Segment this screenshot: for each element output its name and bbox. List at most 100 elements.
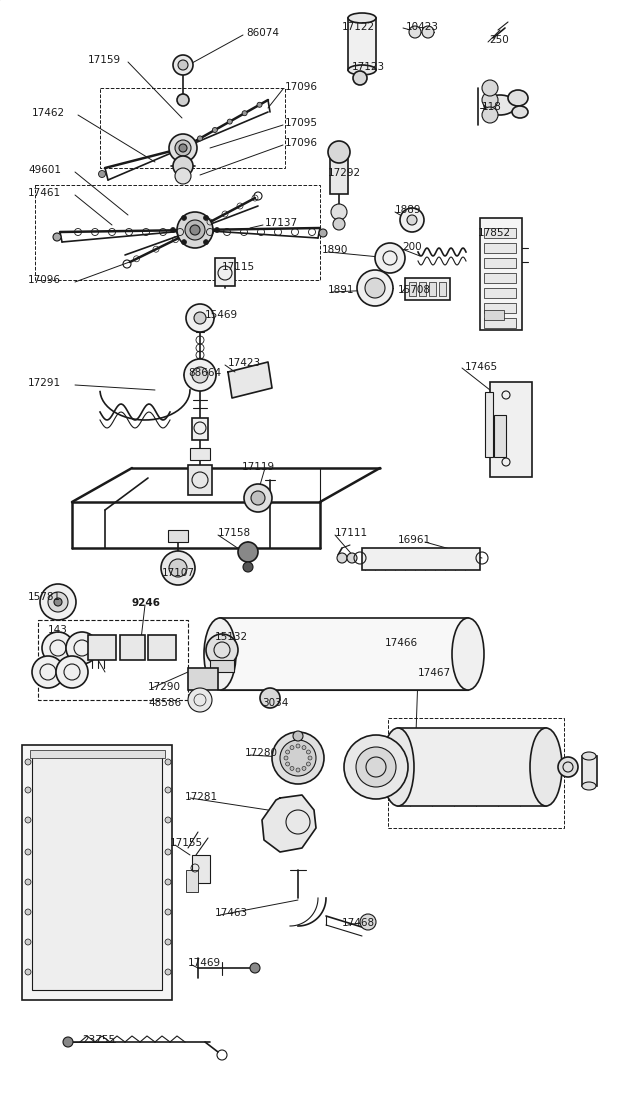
Circle shape — [302, 767, 306, 770]
Text: 3034: 3034 — [262, 698, 288, 708]
Circle shape — [284, 756, 288, 760]
Bar — [484, 310, 504, 320]
Circle shape — [243, 562, 253, 572]
Text: 17468: 17468 — [342, 918, 375, 928]
Circle shape — [251, 491, 265, 505]
Circle shape — [32, 656, 64, 688]
Circle shape — [400, 208, 424, 232]
Ellipse shape — [348, 65, 376, 75]
Circle shape — [165, 849, 171, 855]
Bar — [409, 282, 416, 296]
Text: 17461: 17461 — [28, 188, 61, 198]
Text: 17096: 17096 — [285, 82, 318, 92]
Circle shape — [25, 849, 31, 855]
Circle shape — [296, 744, 300, 748]
Text: 17465: 17465 — [465, 362, 498, 372]
Bar — [330, 152, 348, 194]
Text: 17292: 17292 — [328, 168, 361, 178]
Bar — [480, 218, 522, 330]
Circle shape — [171, 228, 176, 232]
Bar — [484, 288, 516, 298]
Bar — [120, 635, 145, 660]
Bar — [362, 548, 480, 570]
Bar — [220, 618, 468, 690]
Text: 17466: 17466 — [385, 638, 418, 648]
Text: 17107: 17107 — [162, 568, 195, 578]
Ellipse shape — [530, 728, 562, 806]
Text: 16961: 16961 — [398, 535, 431, 544]
Circle shape — [177, 212, 213, 248]
Bar — [484, 228, 516, 238]
Bar — [494, 415, 506, 456]
Bar — [484, 243, 516, 253]
Circle shape — [260, 688, 280, 708]
Ellipse shape — [204, 618, 236, 690]
Circle shape — [184, 359, 216, 390]
Circle shape — [409, 26, 421, 39]
Text: 17096: 17096 — [28, 275, 61, 285]
Bar — [192, 418, 208, 440]
Circle shape — [165, 879, 171, 886]
Circle shape — [177, 94, 189, 106]
Text: 10423: 10423 — [406, 22, 439, 32]
Bar — [484, 302, 516, 313]
Bar — [22, 745, 172, 1000]
Circle shape — [165, 786, 171, 793]
Circle shape — [179, 144, 187, 152]
Circle shape — [407, 214, 417, 225]
Circle shape — [25, 817, 31, 823]
Ellipse shape — [582, 782, 596, 790]
Text: 17291: 17291 — [28, 378, 61, 388]
Circle shape — [290, 746, 294, 749]
Bar — [148, 635, 176, 660]
Circle shape — [353, 72, 367, 85]
Ellipse shape — [382, 728, 414, 806]
Text: 200: 200 — [402, 242, 421, 252]
Circle shape — [194, 312, 206, 324]
Circle shape — [161, 551, 195, 585]
Bar — [388, 718, 564, 828]
Bar — [30, 750, 165, 758]
Circle shape — [286, 750, 290, 754]
Circle shape — [422, 26, 434, 39]
Circle shape — [204, 216, 209, 220]
Circle shape — [190, 226, 200, 235]
Circle shape — [169, 134, 197, 162]
Ellipse shape — [512, 106, 528, 118]
Circle shape — [165, 817, 171, 823]
Bar — [484, 258, 516, 268]
Circle shape — [54, 598, 62, 606]
Text: 1889: 1889 — [395, 205, 421, 214]
Circle shape — [165, 909, 171, 915]
Circle shape — [331, 204, 347, 220]
Circle shape — [360, 914, 376, 929]
Bar — [210, 660, 234, 672]
Ellipse shape — [484, 95, 516, 116]
Text: 17852: 17852 — [478, 228, 511, 238]
Circle shape — [272, 732, 324, 784]
Circle shape — [25, 879, 31, 886]
Circle shape — [40, 584, 76, 620]
Circle shape — [213, 128, 218, 132]
Text: 17111: 17111 — [335, 528, 368, 538]
Text: 17423: 17423 — [228, 358, 261, 368]
Circle shape — [48, 592, 68, 612]
Circle shape — [98, 170, 105, 177]
Circle shape — [375, 243, 405, 273]
Circle shape — [244, 484, 272, 512]
Text: 49601: 49601 — [28, 165, 61, 175]
Circle shape — [344, 735, 408, 799]
Circle shape — [25, 909, 31, 915]
Circle shape — [482, 92, 498, 108]
Circle shape — [214, 228, 219, 232]
Circle shape — [175, 140, 191, 156]
Circle shape — [42, 632, 74, 664]
Circle shape — [482, 80, 498, 96]
Text: 17115: 17115 — [222, 262, 255, 272]
Circle shape — [165, 759, 171, 764]
Circle shape — [280, 740, 316, 776]
Text: 88664: 88664 — [188, 368, 221, 378]
Circle shape — [192, 367, 208, 383]
Circle shape — [165, 939, 171, 945]
Circle shape — [333, 218, 345, 230]
